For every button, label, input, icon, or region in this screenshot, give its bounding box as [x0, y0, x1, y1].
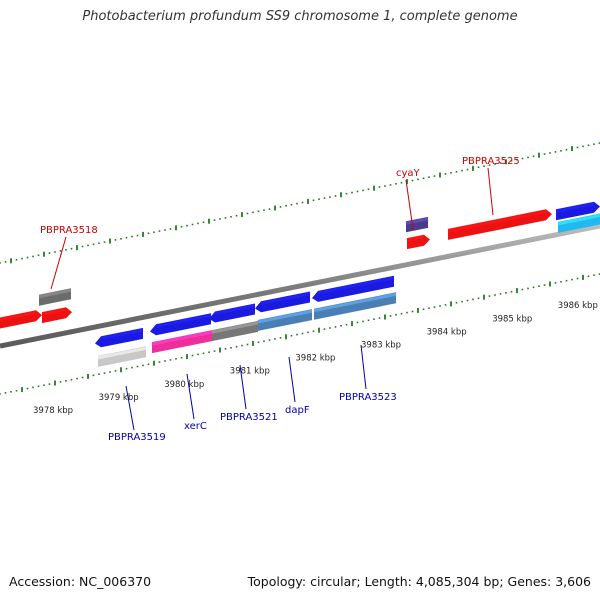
- cog-bar-g7: [313, 292, 397, 320]
- gene-label-g9: PBPRA3525: [462, 156, 520, 167]
- scale-label: 3982 kbp: [295, 354, 335, 364]
- cog-bar-g2-highlight: [38, 288, 72, 299]
- gene-arrow-g2-highlight: [41, 307, 67, 316]
- gene-label-g5: PBPRA3521: [220, 412, 278, 423]
- gene-label-g6: dapF: [285, 405, 310, 416]
- scale-label: 3983 kbp: [361, 341, 401, 351]
- scale-label: 3979 kbp: [99, 393, 139, 403]
- gene-leader-g3: [125, 385, 135, 431]
- cog-bar-g6-highlight: [257, 309, 313, 324]
- cog-bar-g8: [405, 216, 429, 233]
- cog-bar-g4-highlight: [151, 330, 213, 346]
- scale-label: 3981 kbp: [230, 367, 270, 377]
- gene-arrow-g10-highlight: [555, 202, 595, 213]
- gene-arrow-g6-highlight: [260, 292, 311, 305]
- gene-arrow-g10-body: [556, 201, 600, 221]
- gene-arrow-g1: [0, 310, 42, 329]
- scale-label: 3980 kbp: [164, 380, 204, 390]
- cog-bar-g4: [151, 330, 213, 354]
- scale-label: 3978 kbp: [33, 406, 73, 416]
- gene-arrow-g7: [312, 275, 395, 302]
- cog-bar-g5-highlight: [211, 321, 259, 334]
- gene-arrow-g1-body: [0, 310, 42, 329]
- gene-arrow-g3-highlight: [100, 328, 144, 340]
- cog-bar-g2: [38, 288, 72, 306]
- gene-arrow-g9-body: [448, 209, 552, 240]
- gene-arrow-g9: [447, 209, 552, 240]
- gene-label-g3: PBPRA3519: [108, 432, 166, 443]
- cog-bar-g7-highlight: [313, 292, 397, 313]
- scale-label: 3984 kbp: [427, 327, 467, 337]
- gene-label-g7: PBPRA3523: [339, 392, 397, 403]
- gene-arrow-g8: [406, 234, 430, 250]
- cog-bar-g3-highlight: [97, 346, 147, 360]
- gene-leader-g6: [288, 356, 296, 403]
- gene-arrow-g6: [255, 291, 311, 313]
- gene-arrow-g2: [41, 307, 72, 324]
- map-title: Photobacterium profundum SS9 chromosome …: [82, 9, 518, 24]
- gene-arrow-g5: [209, 303, 256, 323]
- gene-arrow-g10: [555, 201, 600, 221]
- gene-arrow-g4: [150, 313, 212, 336]
- cog-bar-g6: [257, 309, 313, 331]
- cog-bar-g3: [97, 346, 147, 367]
- gene-arrow-g9-highlight: [447, 209, 547, 233]
- gene-label-g2: PBPRA3518: [40, 225, 98, 236]
- gene-arrow-g3: [95, 327, 144, 348]
- scale-label: 3986 kbp: [558, 301, 598, 311]
- gene-leader-g8: [405, 179, 414, 230]
- genome-summary-text: Topology: circular; Length: 4,085,304 bp…: [247, 574, 591, 589]
- scale-label: 3985 kbp: [492, 314, 532, 324]
- cog-bar-g8-highlight: [405, 217, 429, 225]
- genome-backbone: [0, 223, 600, 349]
- gene-leader-g2: [50, 236, 67, 290]
- gene-leader-g7: [360, 344, 367, 390]
- gene-leader-g5: [239, 364, 247, 410]
- gene-arrow-g4-highlight: [155, 313, 212, 328]
- accession-text: Accession: NC_006370: [9, 574, 152, 589]
- cog-bar-g10: [557, 213, 600, 233]
- gene-arrow-g8-highlight: [406, 235, 425, 242]
- gene-label-g8: cyaY: [396, 168, 421, 179]
- gene-arrow-g5-highlight: [214, 304, 256, 315]
- cog-bar-g5: [211, 320, 259, 342]
- gene-leader-g9: [487, 167, 494, 216]
- gene-label-g4: xerC: [184, 421, 207, 432]
- gene-leader-g4: [186, 373, 195, 420]
- gene-arrow-g7-highlight: [317, 276, 395, 295]
- cog-bar-g10-highlight: [557, 214, 600, 226]
- gene-arrow-g1-highlight: [0, 310, 37, 321]
